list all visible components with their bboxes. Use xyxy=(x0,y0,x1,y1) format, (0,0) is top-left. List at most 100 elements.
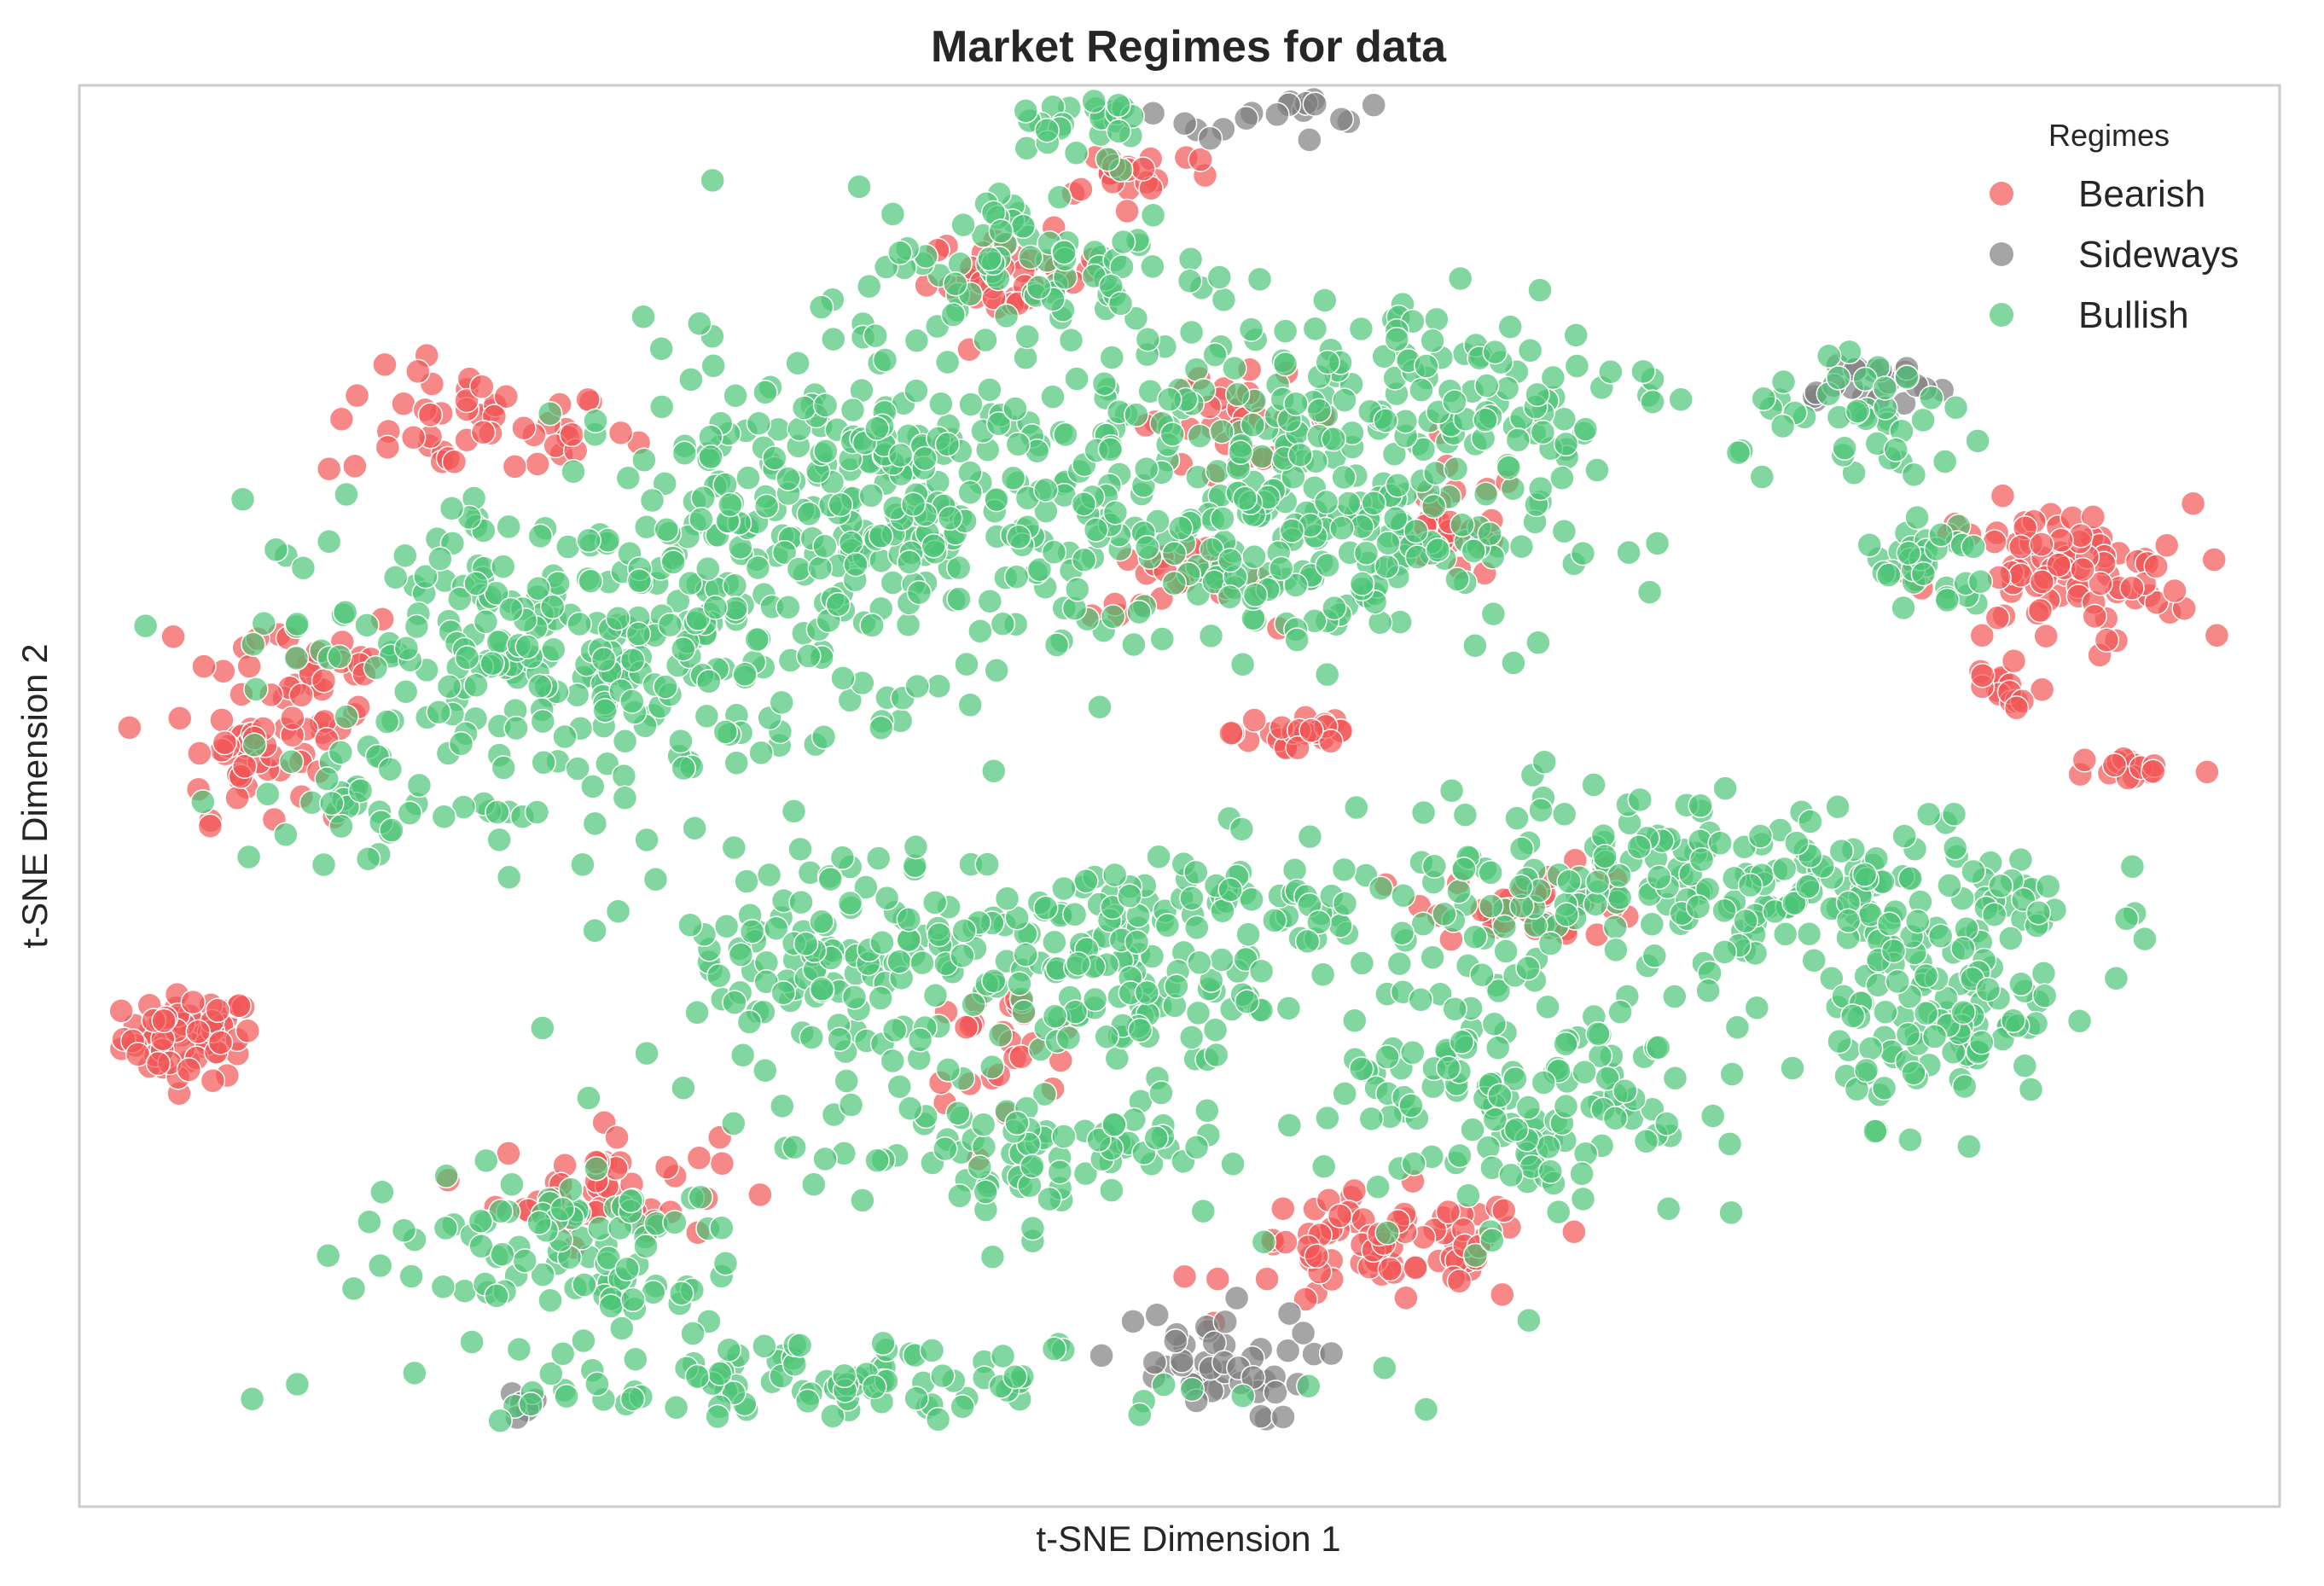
point-bearish xyxy=(493,384,520,410)
point-bearish xyxy=(2201,547,2227,572)
point-bullish xyxy=(1157,386,1182,413)
point-bullish xyxy=(858,483,884,508)
point-bullish xyxy=(696,669,722,694)
point-bullish xyxy=(864,415,890,442)
point-bearish xyxy=(604,1124,630,1151)
point-bullish xyxy=(273,822,299,847)
point-bullish xyxy=(1135,326,1161,352)
point-bullish xyxy=(648,394,675,420)
point-bearish xyxy=(1205,1266,1231,1292)
point-bullish xyxy=(1421,853,1448,879)
point-bullish xyxy=(958,392,984,417)
point-bullish xyxy=(881,1017,908,1043)
point-bearish xyxy=(2194,759,2220,785)
point-bullish xyxy=(796,501,822,527)
point-sideways xyxy=(1297,127,1322,153)
point-bullish xyxy=(584,1371,610,1397)
point-bullish xyxy=(1655,1196,1682,1222)
point-bullish xyxy=(668,728,694,754)
point-bullish xyxy=(623,1346,648,1372)
point-bullish xyxy=(1349,950,1375,976)
point-bullish xyxy=(572,1272,597,1298)
point-bullish xyxy=(718,491,743,518)
point-bullish xyxy=(241,732,267,758)
point-bullish xyxy=(531,749,556,776)
point-bullish xyxy=(1101,862,1128,888)
point-bullish xyxy=(1248,958,1275,985)
point-bullish xyxy=(1101,1112,1127,1138)
point-bullish xyxy=(1688,793,1713,819)
point-bullish xyxy=(1913,962,1939,989)
point-bullish xyxy=(498,596,524,623)
point-sideways xyxy=(1089,1343,1114,1368)
point-bullish xyxy=(1826,365,1851,391)
point-bullish xyxy=(327,644,352,670)
point-bullish xyxy=(1126,599,1152,625)
point-bullish xyxy=(496,864,522,890)
point-bullish xyxy=(530,708,556,735)
point-bullish xyxy=(402,1360,427,1386)
point-bullish xyxy=(1037,1186,1062,1212)
point-bullish xyxy=(1284,627,1310,653)
point-bullish xyxy=(479,650,505,677)
point-bullish xyxy=(1919,385,1944,411)
point-bearish xyxy=(226,993,252,1019)
point-bullish xyxy=(406,772,433,799)
point-bullish xyxy=(1061,902,1088,927)
point-bearish xyxy=(160,624,186,649)
point-bullish xyxy=(1724,1014,1751,1040)
point-bullish xyxy=(1781,890,1807,916)
point-bullish xyxy=(1498,1162,1524,1188)
point-bullish xyxy=(615,465,642,491)
point-bullish xyxy=(1633,1128,1659,1154)
point-bearish xyxy=(405,358,431,385)
point-bullish xyxy=(1603,937,1629,963)
point-bullish xyxy=(392,678,419,705)
point-bullish xyxy=(943,270,968,297)
point-bullish xyxy=(1034,117,1060,143)
point-bullish xyxy=(921,890,948,915)
point-bullish xyxy=(961,991,986,1018)
point-bullish xyxy=(933,1136,958,1162)
point-bullish xyxy=(1447,1142,1473,1169)
point-bullish xyxy=(1444,566,1470,592)
point-bullish xyxy=(957,692,983,718)
point-bullish xyxy=(954,651,979,677)
point-bullish xyxy=(1556,869,1582,895)
point-bullish xyxy=(786,556,812,582)
point-bullish xyxy=(1718,1200,1744,1226)
point-bullish xyxy=(1210,898,1235,924)
point-bullish xyxy=(1961,534,1986,560)
point-bullish xyxy=(1332,891,1358,916)
point-bearish xyxy=(1188,147,1213,172)
point-bullish xyxy=(1832,435,1857,461)
point-bullish xyxy=(880,201,906,227)
point-bullish xyxy=(354,613,380,638)
point-bullish xyxy=(391,1217,417,1243)
point-bullish xyxy=(1500,475,1526,502)
point-bullish xyxy=(1051,875,1077,902)
point-bullish xyxy=(947,1183,973,1209)
point-bullish xyxy=(1297,823,1323,850)
point-bullish xyxy=(753,493,780,520)
point-bullish xyxy=(1493,938,1519,964)
point-bullish xyxy=(700,352,726,379)
point-bullish xyxy=(1744,995,1770,1020)
point-bullish xyxy=(722,572,748,599)
point-bullish xyxy=(334,481,359,508)
point-bullish xyxy=(1371,344,1397,369)
point-bullish xyxy=(1161,540,1188,566)
point-bullish xyxy=(1452,802,1479,828)
point-bullish xyxy=(1042,1003,1068,1029)
point-bullish xyxy=(1409,377,1434,403)
point-bullish xyxy=(1217,877,1243,903)
point-bearish xyxy=(197,813,224,839)
point-bullish xyxy=(993,303,1020,329)
point-bullish xyxy=(1501,650,1526,676)
point-bullish xyxy=(739,919,765,944)
chart-title: Market Regimes for data xyxy=(931,22,1447,72)
point-bullish xyxy=(473,608,499,635)
point-bearish xyxy=(236,654,262,679)
point-bearish xyxy=(1341,1177,1368,1204)
point-bullish xyxy=(744,626,770,653)
